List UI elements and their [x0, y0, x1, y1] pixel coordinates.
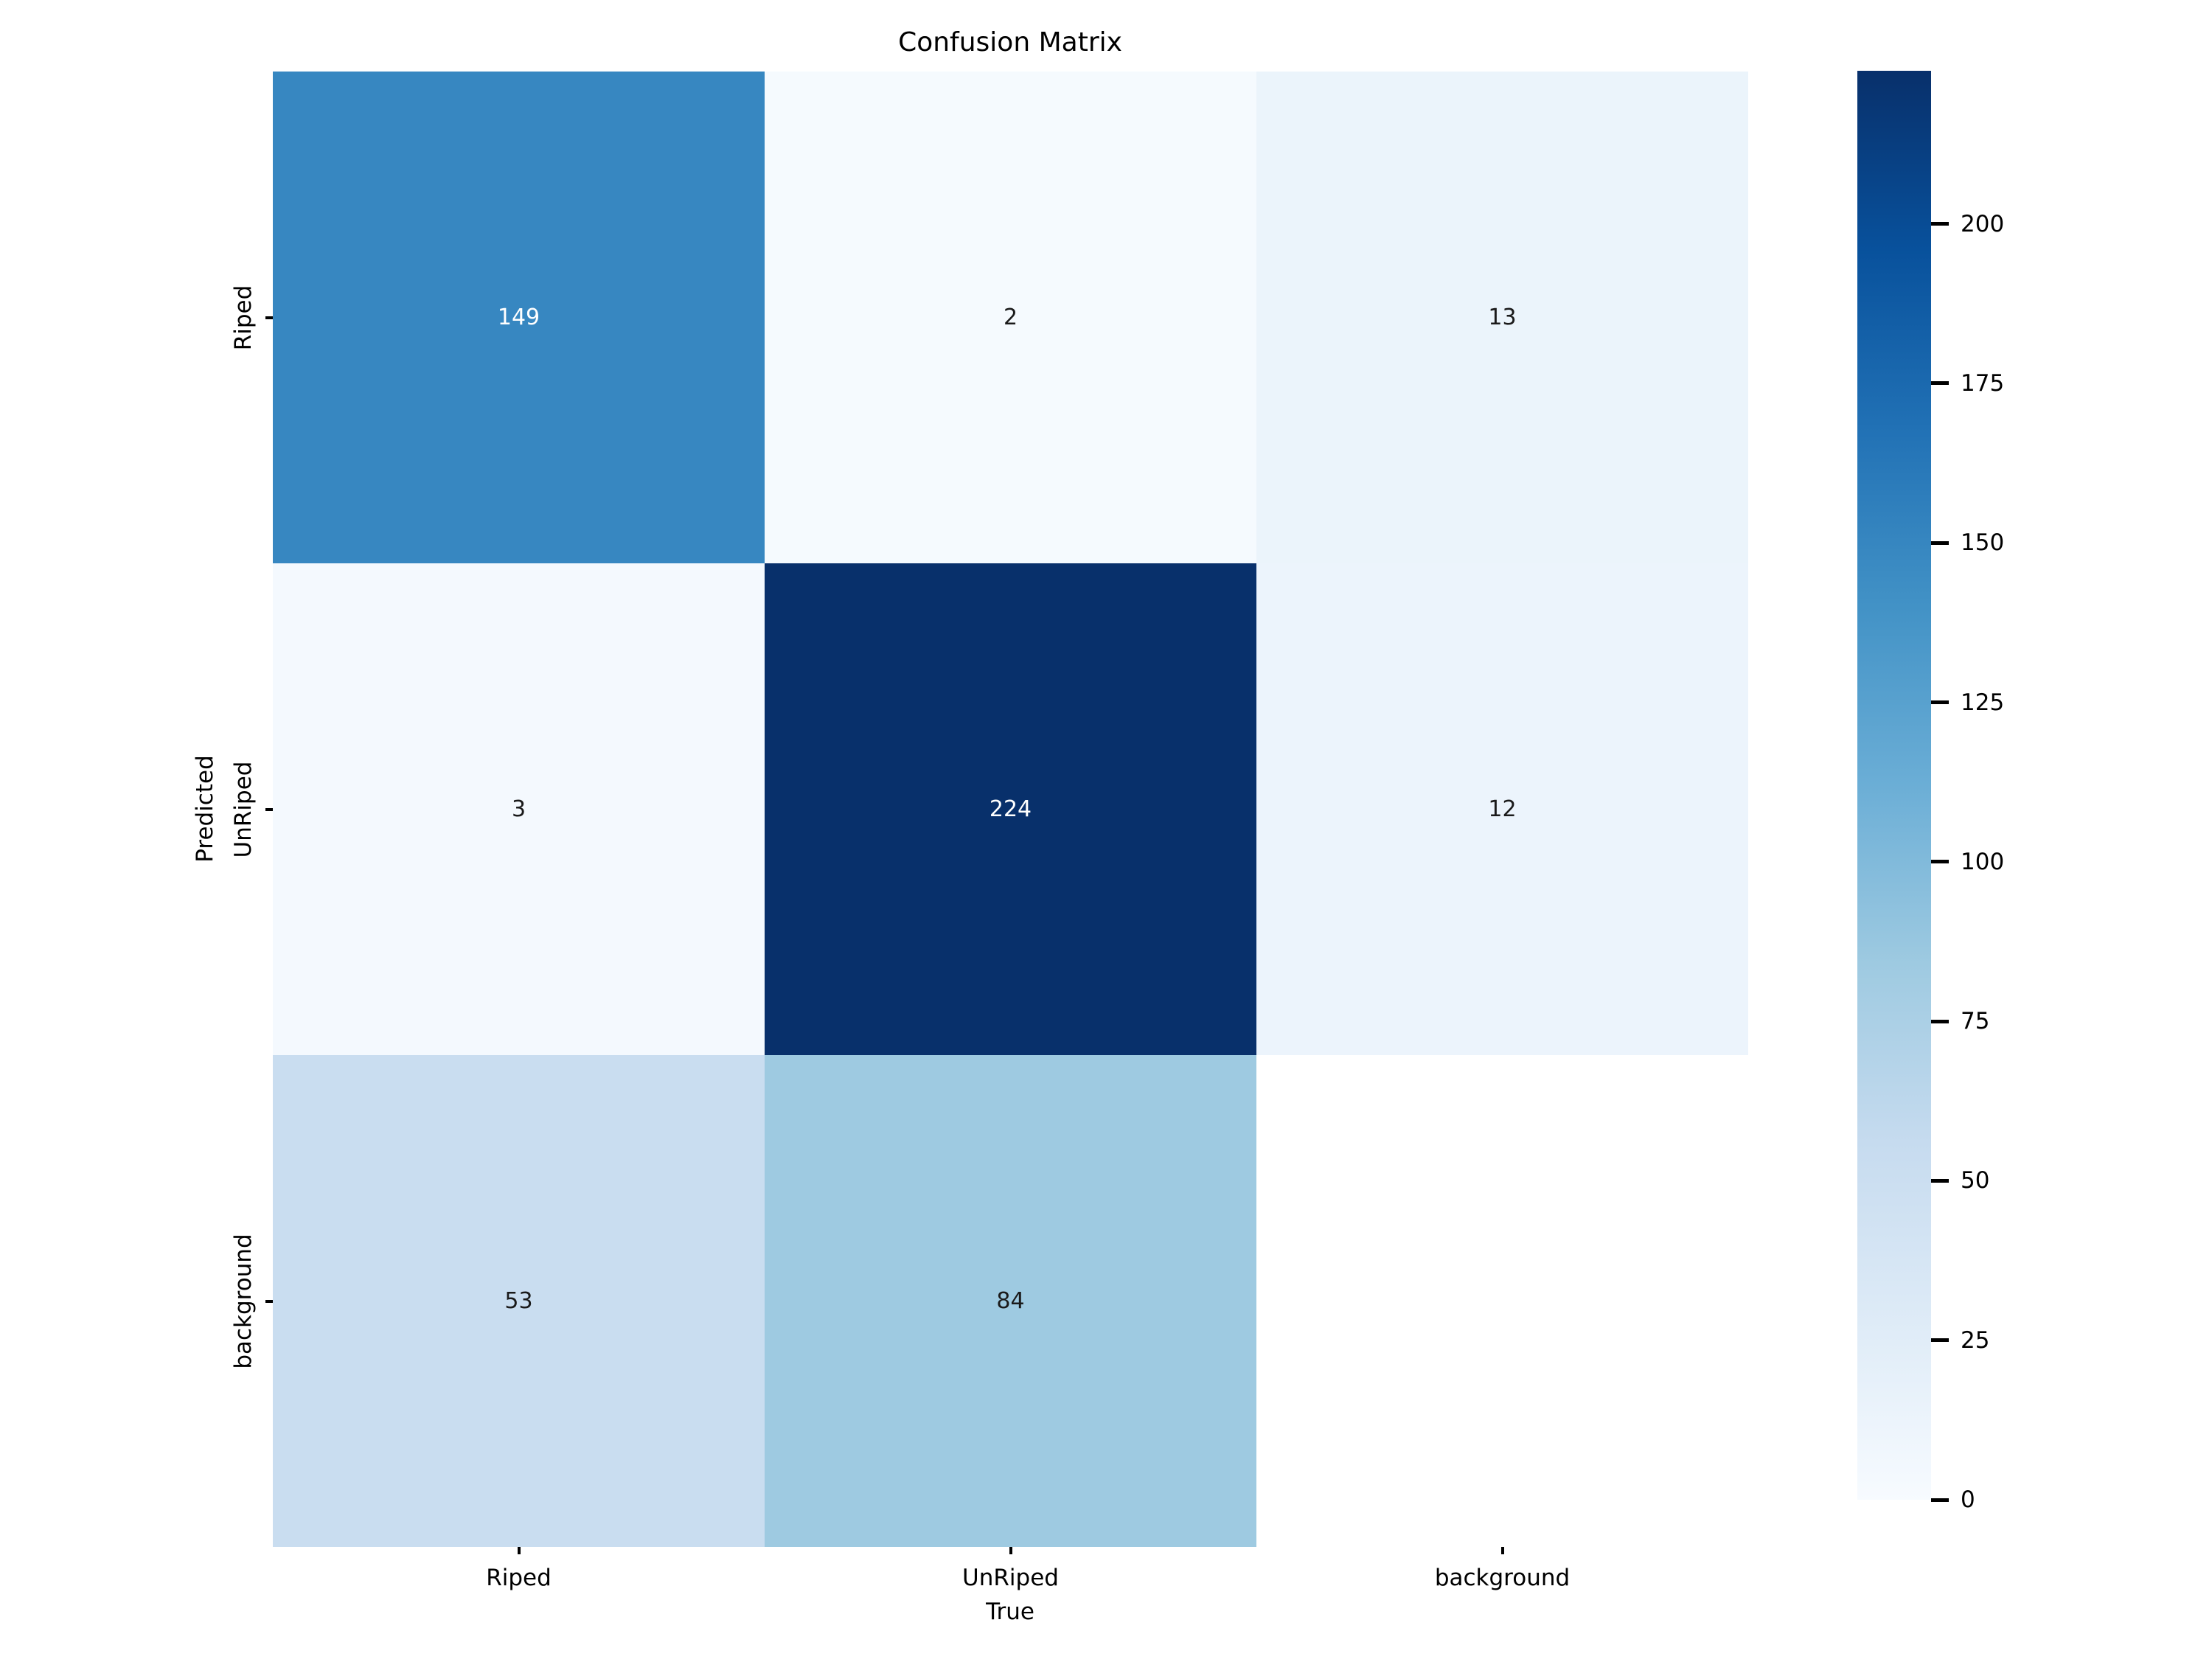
cell-value: 2: [1003, 305, 1018, 330]
colorbar: 0 25 50 75 100 125 150 175 200: [1857, 71, 2004, 1513]
colorbar-tick-label: 175: [1961, 369, 2005, 397]
y-tick-label: background: [230, 1233, 257, 1369]
colorbar-tick-mark: [1931, 1498, 1949, 1502]
y-tick-mark: [265, 316, 273, 319]
colorbar-tick-mark: [1931, 1338, 1949, 1343]
colorbar-tick-label: 125: [1961, 689, 2005, 716]
colorbar-tick-mark: [1931, 700, 1949, 705]
y-tick-mark: [265, 807, 273, 811]
y-tick-label: Riped: [230, 285, 257, 350]
y-axis-label: Predicted: [192, 755, 218, 863]
heatmap-cell: 2: [765, 72, 1256, 563]
cell-value: 149: [497, 305, 540, 330]
heatmap-cell: [1256, 1055, 1748, 1547]
heatmap-cell: 224: [765, 563, 1256, 1055]
cell-value: 13: [1488, 305, 1517, 330]
colorbar-tick-label: 150: [1961, 529, 2005, 557]
heatmap-cell: 84: [765, 1055, 1256, 1547]
heatmap-plot-area: 149 2 13 3 224 12 53 84: [273, 72, 1748, 1547]
colorbar-tick-mark: [1931, 222, 1949, 226]
heatmap-cell: 149: [273, 72, 765, 563]
y-tick-label: UnRiped: [230, 761, 257, 858]
heatmap-cell: 3: [273, 563, 765, 1055]
x-tick-mark: [1500, 1547, 1504, 1554]
cell-value: 53: [504, 1288, 533, 1314]
colorbar-tick-label: 75: [1961, 1008, 1990, 1035]
colorbar-tick-mark: [1931, 1019, 1949, 1023]
x-tick-mark: [517, 1547, 521, 1554]
cell-value: 224: [989, 796, 1032, 822]
x-axis-label: True: [986, 1599, 1034, 1625]
colorbar-tick-label: 200: [1961, 210, 2005, 237]
cell-value: 3: [511, 796, 526, 822]
colorbar-tick-mark: [1931, 381, 1949, 386]
colorbar-tick-label: 50: [1961, 1167, 1990, 1194]
y-tick-mark: [265, 1299, 273, 1303]
cell-value: 84: [996, 1288, 1025, 1314]
cell-value: 12: [1488, 796, 1517, 822]
colorbar-tick-mark: [1931, 1178, 1949, 1183]
x-tick-label: UnRiped: [962, 1565, 1059, 1591]
colorbar-gradient: [1857, 71, 1931, 1500]
chart-title: Confusion Matrix: [898, 27, 1122, 58]
heatmap-cell: 53: [273, 1055, 765, 1547]
colorbar-tick-mark: [1931, 540, 1949, 545]
heatmap-cell: 13: [1256, 72, 1748, 563]
colorbar-tick-label: 100: [1961, 848, 2005, 875]
colorbar-tick-mark: [1931, 860, 1949, 864]
x-tick-label: background: [1434, 1565, 1571, 1591]
colorbar-tick-label: 25: [1961, 1326, 1990, 1354]
x-tick-mark: [1009, 1547, 1012, 1554]
x-tick-label: Riped: [486, 1565, 552, 1591]
colorbar-tick-label: 0: [1961, 1486, 1975, 1513]
heatmap-cell: 12: [1256, 563, 1748, 1055]
